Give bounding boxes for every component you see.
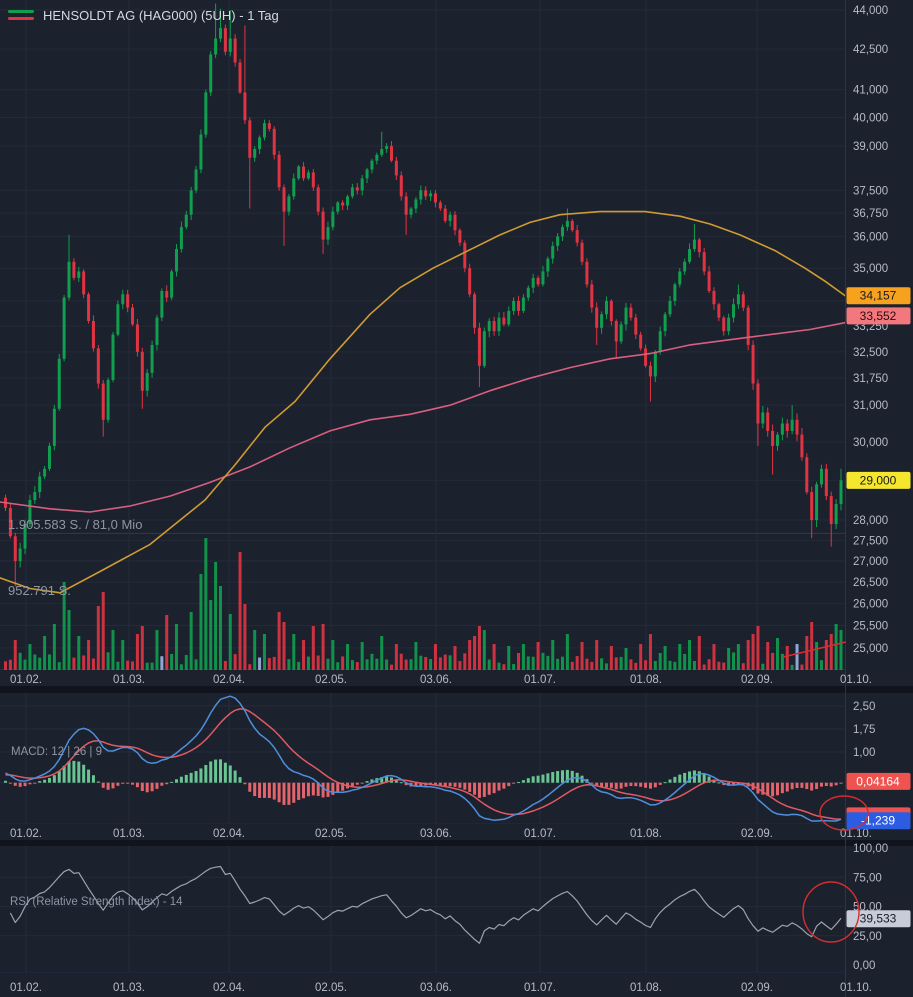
axis-label: 35,000 bbox=[853, 263, 888, 275]
axis-label: 01.03. bbox=[113, 982, 145, 994]
axis-label: 01.07. bbox=[524, 828, 556, 840]
axis-label: 02.04. bbox=[213, 982, 245, 994]
axis-label: 36,000 bbox=[853, 231, 888, 243]
ma-orange-price-tag-text: 34,157 bbox=[860, 289, 897, 303]
axis-label: 02.05. bbox=[315, 674, 347, 686]
volume-bars bbox=[4, 538, 843, 670]
axis-label: 03.06. bbox=[420, 828, 452, 840]
axis-label: 30,000 bbox=[853, 437, 888, 449]
axis-label: 01.02. bbox=[10, 674, 42, 686]
ma-pink-price-tag-text: 33,552 bbox=[860, 309, 897, 323]
macd-circle-annotation[interactable] bbox=[819, 795, 869, 831]
axis-label: 25,000 bbox=[853, 643, 888, 655]
price-axis-labels: 44,000 42,500 41,000 40,000 39,000 37,500 36,7… bbox=[853, 5, 888, 655]
rsi-value-tag: 39,533 bbox=[846, 910, 911, 928]
axis-label: 41,000 bbox=[853, 85, 888, 97]
axis-label: 26,500 bbox=[853, 577, 888, 589]
last-price-tag-text: 29,000 bbox=[860, 473, 897, 487]
macd-line bbox=[5, 695, 842, 822]
axis-label: 39,000 bbox=[853, 141, 888, 153]
axis-label: 02.09. bbox=[741, 982, 773, 994]
axis-label: 01.08. bbox=[630, 828, 662, 840]
axis-label: 03.06. bbox=[420, 674, 452, 686]
axis-label: 37,500 bbox=[853, 185, 888, 197]
axis-label: 27,500 bbox=[853, 535, 888, 547]
axis-label: 02.05. bbox=[315, 982, 347, 994]
rsi-line bbox=[9, 865, 842, 944]
macd-value-tag: -1,239 bbox=[846, 812, 911, 830]
axis-label: 02.05. bbox=[315, 828, 347, 840]
rsi-circle-annotation[interactable] bbox=[802, 881, 860, 943]
axis-label: 75,00 bbox=[853, 872, 882, 884]
axis-label: 01.02. bbox=[10, 982, 42, 994]
axis-label: 25,00 bbox=[853, 931, 882, 943]
ma-orange-price-tag: 34,157 bbox=[846, 287, 911, 305]
ma-orange-line bbox=[0, 210, 846, 594]
macd-signal-line bbox=[5, 708, 842, 820]
ma-pink-price-tag: 33,552 bbox=[846, 307, 911, 325]
axis-label: 1,00 bbox=[853, 747, 875, 759]
volume-trendline-annotation[interactable] bbox=[782, 641, 847, 658]
axis-label: 31,750 bbox=[853, 373, 888, 385]
axis-label: 01.07. bbox=[524, 982, 556, 994]
axis-label: 36,750 bbox=[853, 208, 888, 220]
rsi-value-tag-text: 39,533 bbox=[860, 912, 897, 926]
macd-histogram-value-tag: 0,04164 bbox=[846, 772, 911, 790]
axis-label: 31,000 bbox=[853, 400, 888, 412]
axis-label: 28,000 bbox=[853, 515, 888, 527]
axis-label: 02.04. bbox=[213, 674, 245, 686]
axis-label: 01.02. bbox=[10, 828, 42, 840]
ma-pink-line bbox=[0, 321, 846, 513]
macd-axis-labels: 2,50 1,75 1,00 bbox=[853, 701, 875, 759]
axis-label: 44,000 bbox=[853, 5, 888, 17]
axis-label: 40,000 bbox=[853, 113, 888, 125]
axis-label: 02.04. bbox=[213, 828, 245, 840]
axis-label: 02.09. bbox=[741, 674, 773, 686]
axis-label: 01.10. bbox=[840, 982, 872, 994]
candlestick-series bbox=[4, 3, 843, 587]
axis-label: 03.06. bbox=[420, 982, 452, 994]
axis-label: 01.08. bbox=[630, 674, 662, 686]
axis-label: 42,500 bbox=[853, 44, 888, 56]
macd-value-tag-text: -1,239 bbox=[861, 814, 895, 828]
axis-label: 02.09. bbox=[741, 828, 773, 840]
macd-histogram-value-tag-text: 0,04164 bbox=[856, 774, 900, 788]
axis-label: 25,500 bbox=[853, 621, 888, 633]
axis-label: 32,500 bbox=[853, 347, 888, 359]
axis-label: 01.10. bbox=[840, 828, 872, 840]
axis-label: 01.10. bbox=[840, 674, 872, 686]
axis-label: 1,75 bbox=[853, 724, 875, 736]
axis-label: 100,00 bbox=[853, 843, 888, 855]
axis-label: 26,000 bbox=[853, 599, 888, 611]
axis-label: 27,000 bbox=[853, 556, 888, 568]
axis-label: 0,00 bbox=[853, 960, 875, 972]
axis-label: 01.08. bbox=[630, 982, 662, 994]
last-price-tag: 29,000 bbox=[846, 471, 911, 489]
time-axis-labels: 01.02. 01.02. 01.02. 01.03. 01.03. 01.03. 02.0… bbox=[10, 674, 872, 994]
axis-label: 01.03. bbox=[113, 828, 145, 840]
axis-label: 2,50 bbox=[853, 701, 875, 713]
axis-label: 01.07. bbox=[524, 674, 556, 686]
axis-label: 01.03. bbox=[113, 674, 145, 686]
